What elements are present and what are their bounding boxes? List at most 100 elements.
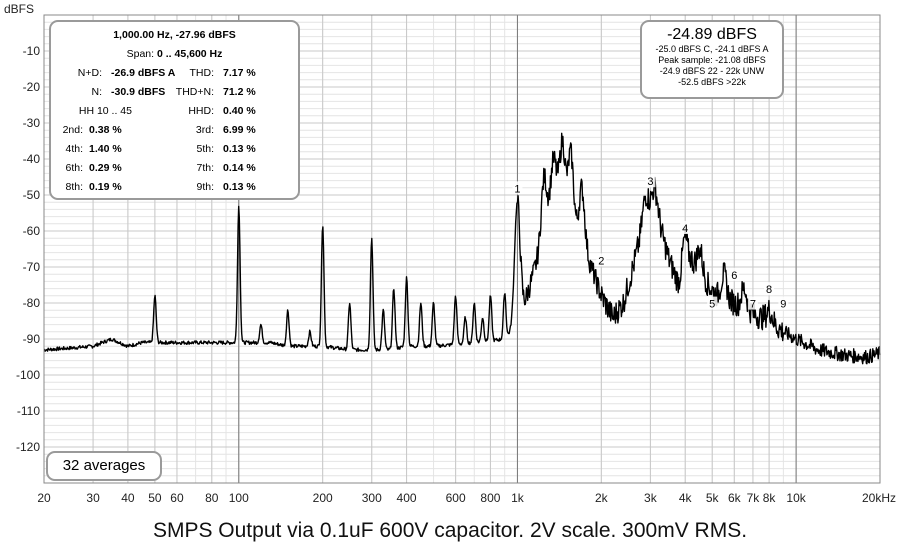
- y-tick-label: -50: [23, 188, 41, 202]
- y-axis-labels: -10 -20 -30 -40 -50 -60 -70 -80 -90 -100 -110 -120: [16, 44, 40, 454]
- x-tick-label: 20: [37, 491, 51, 505]
- nd-label: N+D:: [77, 67, 102, 79]
- harmonic-marker-label: 4: [682, 223, 688, 235]
- x-tick-label: 100: [229, 491, 249, 505]
- y-tick-label: -70: [23, 260, 41, 274]
- x-tick-label: 50: [148, 491, 162, 505]
- harmonic-marker-label: 1: [514, 183, 520, 195]
- stats-row-h4-h5: 4th: 1.40 % 5th: 0.13 %: [51, 143, 298, 157]
- x-axis-labels: 20 30 40 50 60 80 100 200 300 400 600 800 1k 2k 3k 4k 5k…: [37, 491, 896, 505]
- span-value: 0 .. 45,600 Hz: [157, 48, 223, 60]
- n-label: N:: [91, 86, 103, 98]
- nd-value: -26.9 dBFS A: [111, 67, 176, 79]
- x-tick-label: 30: [86, 491, 100, 505]
- y-tick-label: -80: [23, 296, 41, 310]
- stats-row-n-thdn: N: -30.9 dBFS THD+N: 71.2 %: [51, 86, 298, 100]
- h9-label: 9th:: [196, 181, 214, 193]
- level-main-value: -24.89 dBFS: [667, 26, 757, 43]
- thd-value: 7.17 %: [223, 67, 256, 79]
- y-tick-label: -110: [17, 404, 40, 418]
- stats-row-h8-h9: 8th: 0.19 % 9th: 0.13 %: [51, 181, 298, 195]
- x-tick-label: 60: [170, 491, 184, 505]
- harmonic-marker-bg: [707, 296, 718, 310]
- y-tick-label: -40: [23, 152, 41, 166]
- y-axis-unit-label: dBFS: [4, 2, 34, 16]
- harmonic-marker-bg: [764, 282, 775, 296]
- x-tick-label: 1k: [511, 491, 525, 505]
- hh-range: HH 10 .. 45: [78, 105, 132, 117]
- h2-label: 2nd:: [62, 124, 83, 136]
- x-tick-label: 800: [480, 491, 500, 505]
- stats-row-h2-h3: 2nd: 0.38 % 3rd: 6.99 %: [51, 124, 298, 138]
- harmonic-marker-bg: [680, 221, 691, 234]
- spectrum-trace: [43, 132, 881, 365]
- y-tick-label: -30: [23, 116, 41, 130]
- harmonic-marker-label: 9: [780, 299, 786, 311]
- x-tick-label: 20kHz: [862, 491, 896, 505]
- h9-value: 0.13 %: [223, 181, 256, 193]
- h7-value: 0.14 %: [223, 162, 256, 174]
- harmonic-marker-label: 6: [731, 270, 737, 282]
- h3-value: 6.99 %: [223, 124, 256, 136]
- stats-row-h6-h7: 6th: 0.29 % 7th: 0.14 %: [51, 162, 298, 176]
- level-readout-panel: -24.89 dBFS -25.0 dBFS C, -24.1 dBFS A P…: [640, 20, 784, 99]
- averages-badge: 32 averages: [46, 451, 162, 481]
- y-tick-label: -60: [23, 224, 41, 238]
- x-tick-label: 6k: [728, 491, 742, 505]
- x-tick-label: 7k: [747, 491, 761, 505]
- level-unweighted: -24.9 dBFS 22 - 22k UNW: [659, 66, 765, 76]
- h6-label: 6th:: [65, 162, 83, 174]
- level-peak-sample: Peak sample: -21.08 dBFS: [658, 55, 766, 65]
- hhd-label: HHD:: [188, 105, 214, 117]
- thd-label: THD:: [189, 67, 215, 79]
- h2-value: 0.38 %: [89, 124, 122, 136]
- h5-label: 5th:: [196, 143, 214, 155]
- x-tick-label: 5k: [706, 491, 720, 505]
- harmonic-marker-bg: [778, 296, 789, 310]
- x-tick-label: 600: [446, 491, 466, 505]
- x-tick-label: 10k: [786, 491, 806, 505]
- y-tick-label: -100: [16, 368, 40, 382]
- measurement-stats-panel: 1,000.00 Hz, -27.96 dBFS Span: 0 .. 45,6…: [49, 20, 300, 200]
- stats-header: 1,000.00 Hz, -27.96 dBFS: [113, 29, 236, 41]
- harmonic-marker-bg: [729, 267, 740, 281]
- harmonic-marker-bg: [645, 174, 656, 188]
- harmonic-marker-label: 3: [647, 176, 653, 188]
- x-tick-label: 3k: [644, 491, 658, 505]
- h6-value: 0.29 %: [89, 162, 122, 174]
- hhd-value: 0.40 %: [223, 105, 256, 117]
- harmonic-marker-bg: [596, 253, 607, 267]
- x-tick-label: 8k: [763, 491, 777, 505]
- h5-value: 0.13 %: [223, 143, 256, 155]
- stats-row-nd-thd: N+D: -26.9 dBFS A THD: 7.17 %: [51, 67, 298, 81]
- h3-label: 3rd:: [195, 124, 214, 136]
- y-tick-label: -20: [23, 80, 41, 94]
- h8-value: 0.19 %: [89, 181, 122, 193]
- plot-frame: [43, 14, 881, 484]
- x-tick-label: 80: [205, 491, 219, 505]
- harmonic-marker-label: 2: [598, 255, 604, 267]
- stats-span: Span: 0 .. 45,600 Hz: [51, 48, 298, 60]
- harmonic-marker-bg: [747, 296, 758, 310]
- level-above-22k: -52.5 dBFS >22k: [678, 77, 746, 87]
- h4-label: 4th:: [65, 143, 83, 155]
- chart-title: SMPS Output via 0.1uF 600V capacitor. 2V…: [152, 519, 748, 542]
- thdn-value: 71.2 %: [223, 86, 256, 98]
- x-tick-label: 2k: [595, 491, 609, 505]
- x-tick-label: 300: [362, 491, 382, 505]
- y-tick-label: -10: [23, 44, 41, 58]
- harmonic-marker-label: 5: [709, 299, 715, 311]
- x-tick-label: 40: [121, 491, 135, 505]
- x-tick-label: 400: [397, 491, 417, 505]
- level-weighted: -25.0 dBFS C, -24.1 dBFS A: [655, 44, 769, 54]
- y-tick-label: -90: [23, 332, 41, 346]
- harmonic-marker-label: 7: [750, 299, 756, 311]
- thdn-label: THD+N:: [175, 86, 214, 98]
- h4-value: 1.40 %: [89, 143, 122, 155]
- n-value: -30.9 dBFS: [111, 86, 166, 98]
- x-tick-label: 200: [313, 491, 333, 505]
- x-tick-label: 4k: [679, 491, 693, 505]
- stats-row-hh: HH 10 .. 45 HHD: 0.40 %: [51, 105, 298, 119]
- h8-label: 8th:: [65, 181, 83, 193]
